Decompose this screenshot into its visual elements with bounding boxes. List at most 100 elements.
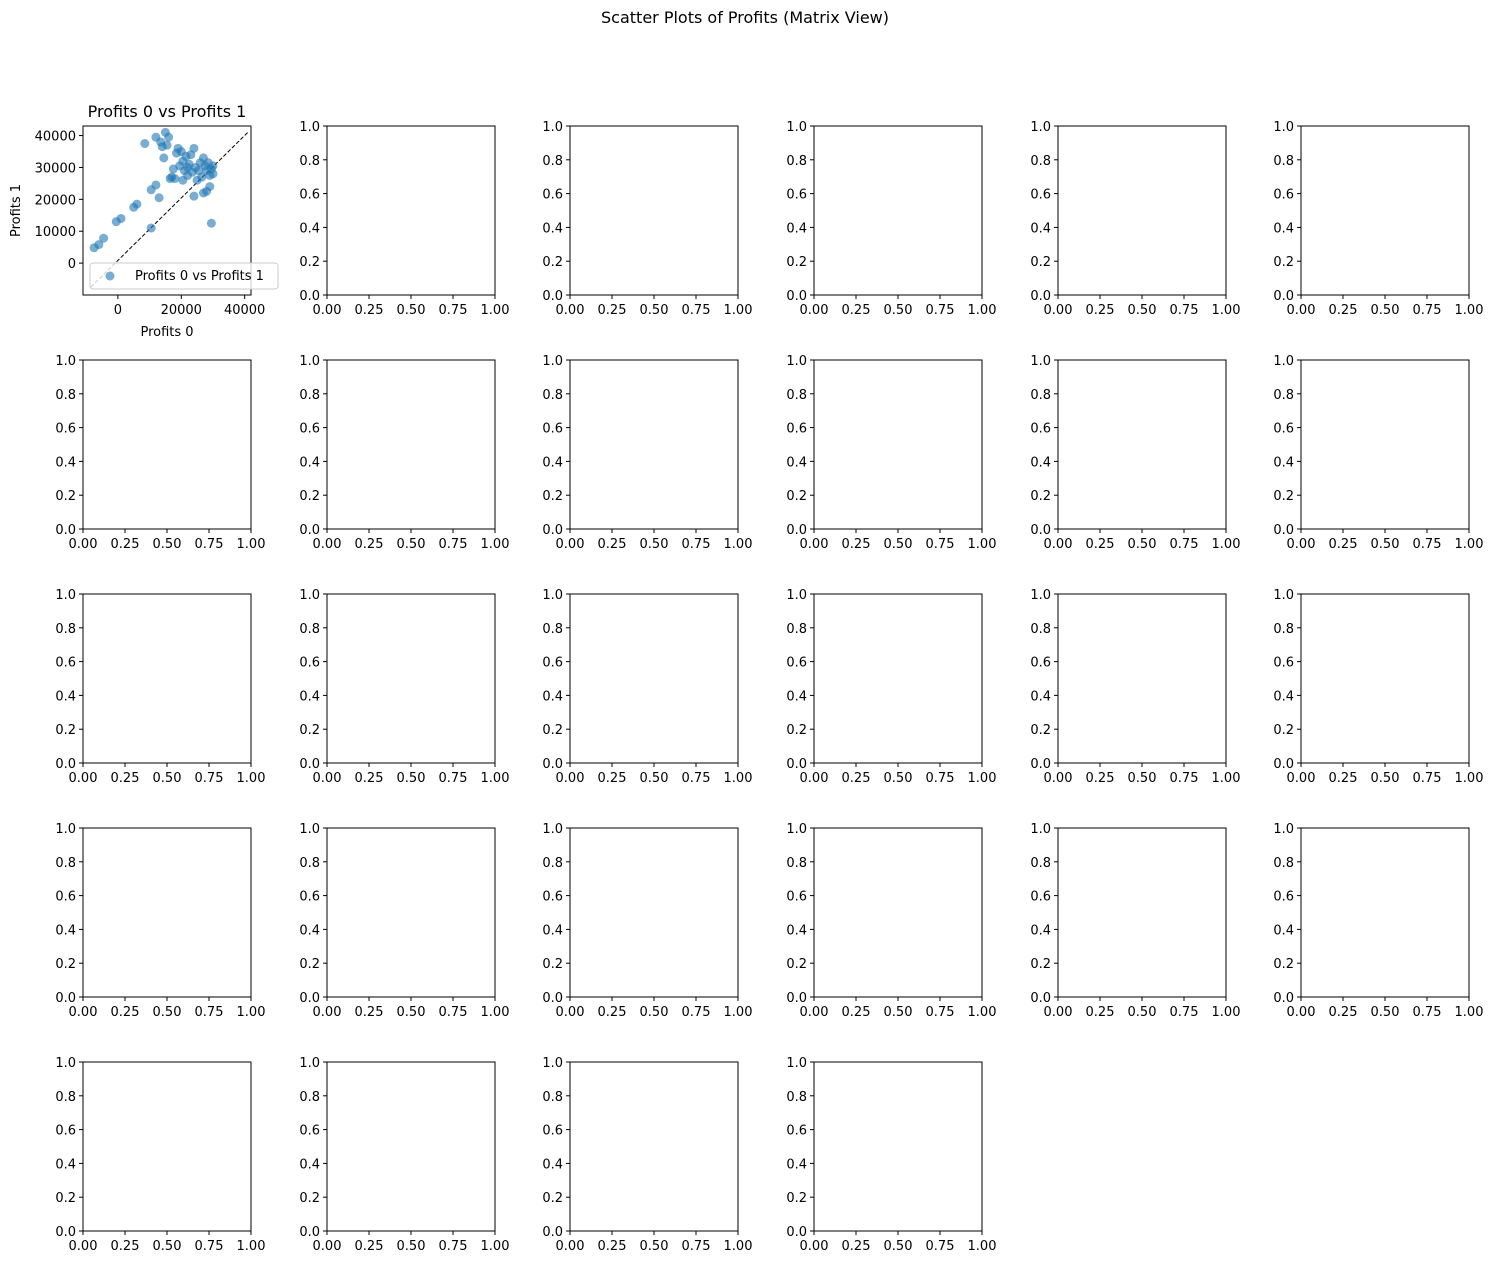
axes-frame <box>569 1061 739 1232</box>
scatter-point <box>205 182 215 192</box>
scatter-point <box>162 140 172 150</box>
plot-area <box>89 127 249 288</box>
axes-frame <box>813 1061 983 1232</box>
x-tick-label: 1.00 <box>724 303 753 318</box>
y-tick-label: 0.4 <box>786 221 807 236</box>
y-tick-label: 1.0 <box>1273 120 1294 135</box>
y-tick-label: 0.4 <box>55 689 76 704</box>
x-tick-label: 0.00 <box>1044 771 1073 786</box>
y-tick-label: 0.0 <box>1030 289 1051 304</box>
x-tick-label: 0.50 <box>640 303 669 318</box>
y-tick-label: 1.0 <box>542 120 563 135</box>
scatter-point <box>151 180 161 190</box>
x-tick-label: 0.75 <box>195 1005 224 1020</box>
y-tick-label: 0.0 <box>55 757 76 772</box>
x-tick-label: 0.50 <box>1128 537 1157 552</box>
y-tick-label: 0.0 <box>55 991 76 1006</box>
scatter-point <box>189 191 199 201</box>
y-tick-label: 0.8 <box>299 856 320 871</box>
legend-box <box>89 262 279 290</box>
y-tick-label: 0.2 <box>786 489 807 504</box>
axes-frame <box>1057 593 1227 764</box>
x-tick-label: 0.75 <box>926 1005 955 1020</box>
y-tick-label: 1.0 <box>1030 588 1051 603</box>
x-tick-label: 0.00 <box>556 1239 585 1254</box>
y-tick-label: 0.0 <box>542 523 563 538</box>
x-tick-label: 0.50 <box>884 303 913 318</box>
x-tick-label: 0.25 <box>842 1239 871 1254</box>
x-tick-label: 0.75 <box>682 1005 711 1020</box>
y-tick-label: 0.2 <box>1030 255 1051 270</box>
y-tick-label: 0.2 <box>786 957 807 972</box>
x-tick-label: 0.25 <box>1086 771 1115 786</box>
x-tick-label: 0.50 <box>884 537 913 552</box>
subplot-9: 0.00 0.25 0.50 0.75 1.00 0.0 0.2 0.4 0.6 0.8 1.0 <box>786 354 996 552</box>
y-tick-label: 0.8 <box>1273 622 1294 637</box>
x-tick-label: 0.00 <box>556 303 585 318</box>
x-tick-label: 0.50 <box>397 1239 426 1254</box>
y-tick-label: 0.2 <box>542 1191 563 1206</box>
x-tick-label: 1.00 <box>968 771 997 786</box>
x-tick-label: 0.50 <box>1371 1005 1400 1020</box>
x-tick-label: 1.00 <box>1212 303 1241 318</box>
x-tick-label: 0.50 <box>397 771 426 786</box>
y-tick-label: 0.0 <box>786 523 807 538</box>
x-tick-label: 0.25 <box>111 771 140 786</box>
y-tick-label: 0.8 <box>1273 154 1294 169</box>
x-tick-label: 0.50 <box>884 1005 913 1020</box>
x-tick-label: 0.25 <box>842 771 871 786</box>
subplot-21: 0.00 0.25 0.50 0.75 1.00 0.0 0.2 0.4 0.6 0.8 1.0 <box>786 822 996 1020</box>
y-tick-label: 0.2 <box>1273 489 1294 504</box>
subplot-2: 0.00 0.25 0.50 0.75 1.00 0.0 0.2 0.4 0.6 0.8 1.0 <box>542 120 752 318</box>
y-tick-label: 0.6 <box>299 422 320 437</box>
figure-suptitle: Scatter Plots of Profits (Matrix View) <box>601 8 889 27</box>
y-tick-label: 1.0 <box>542 354 563 369</box>
x-tick-label: 0.75 <box>1170 303 1199 318</box>
y-tick-label: 0.2 <box>55 1191 76 1206</box>
x-tick-label: 1.00 <box>1455 1005 1484 1020</box>
y-tick-label: 0.4 <box>1273 455 1294 470</box>
y-tick-label: 0.8 <box>299 154 320 169</box>
y-tick-label: 0.2 <box>55 489 76 504</box>
subplot-16: 0.00 0.25 0.50 0.75 1.00 0.0 0.2 0.4 0.6 0.8 1.0 <box>1030 588 1240 786</box>
x-tick-label: 0.75 <box>195 537 224 552</box>
y-tick-label: 1.0 <box>542 1056 563 1071</box>
y-tick-label: 0.6 <box>542 1124 563 1139</box>
x-tick-label: 0.75 <box>1413 1005 1442 1020</box>
scatter-point <box>164 132 174 142</box>
y-tick-label: 0.0 <box>542 991 563 1006</box>
y-tick-label: 0.0 <box>542 757 563 772</box>
y-tick-label: 0.8 <box>786 1090 807 1105</box>
subplot-22: 0.00 0.25 0.50 0.75 1.00 0.0 0.2 0.4 0.6 0.8 1.0 <box>1030 822 1240 1020</box>
y-tick-label: 0.6 <box>786 1124 807 1139</box>
x-tick-label: 0.50 <box>1128 1005 1157 1020</box>
y-tick-label: 0.0 <box>299 757 320 772</box>
y-tick-label: 0.0 <box>1273 757 1294 772</box>
y-tick-label: 0.4 <box>542 689 563 704</box>
x-tick-label: 1.00 <box>1212 537 1241 552</box>
x-tick-label: 0.50 <box>153 1239 182 1254</box>
x-tick-label: 0.25 <box>1329 771 1358 786</box>
y-tick-label: 0.8 <box>1030 154 1051 169</box>
y-tick-label: 0.6 <box>55 1124 76 1139</box>
subplot-20: 0.00 0.25 0.50 0.75 1.00 0.0 0.2 0.4 0.6 0.8 1.0 <box>542 822 752 1020</box>
y-tick-label: 0.4 <box>55 455 76 470</box>
y-tick-label: 1.0 <box>542 588 563 603</box>
x-tick-label: 1.00 <box>968 303 997 318</box>
y-tick-label: 0.6 <box>786 890 807 905</box>
y-tick-label: 0.8 <box>1273 388 1294 403</box>
axes-frame <box>82 1061 252 1232</box>
subplot-5: 0.00 0.25 0.50 0.75 1.00 0.0 0.2 0.4 0.6 0.8 1.0 <box>1273 120 1483 318</box>
axes-frame <box>569 125 739 296</box>
y-tick-label: 0.6 <box>786 656 807 671</box>
scatter-point <box>159 153 169 163</box>
y-tick-label: 0.4 <box>542 455 563 470</box>
y-tick-label: 1.0 <box>786 120 807 135</box>
axes-frame <box>569 593 739 764</box>
y-tick-label: 0.0 <box>55 1225 76 1240</box>
x-tick-label: 1.00 <box>237 537 266 552</box>
y-tick-label: 0.4 <box>542 1157 563 1172</box>
axes-frame <box>813 827 983 998</box>
x-tick-label: 0.50 <box>884 1239 913 1254</box>
